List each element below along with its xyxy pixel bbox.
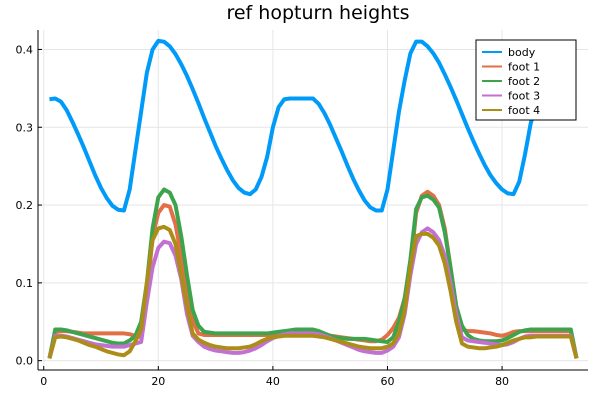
y-tick-label: 0.4 — [16, 43, 34, 56]
y-tick-label: 0.0 — [16, 355, 34, 368]
tick-labels: 0 20 40 60 80 0.0 0.1 0.2 0.3 0.4 — [16, 43, 510, 388]
axes — [37, 30, 588, 371]
series-lines — [47, 38, 579, 359]
y-tick-label: 0.1 — [16, 277, 34, 290]
series-line-body — [49, 38, 577, 213]
series-line-foot-3 — [47, 226, 579, 359]
y-tick-label: 0.2 — [16, 199, 34, 212]
x-tick-label: 0 — [40, 375, 47, 388]
chart-title: ref hopturn heights — [226, 2, 409, 24]
x-tick-label: 40 — [266, 375, 280, 388]
legend-label: foot 3 — [508, 90, 540, 103]
legend-label: foot 2 — [508, 75, 540, 88]
legend-label: body — [508, 46, 536, 59]
series-line-foot-4 — [47, 224, 579, 359]
x-tick-label: 80 — [495, 375, 509, 388]
legend-label: foot 1 — [508, 61, 540, 74]
x-tick-label: 60 — [380, 375, 394, 388]
x-tick-label: 20 — [151, 375, 165, 388]
series-line-foot-2 — [47, 187, 579, 359]
legend-label: foot 4 — [508, 104, 540, 117]
y-tick-label: 0.3 — [16, 121, 34, 134]
